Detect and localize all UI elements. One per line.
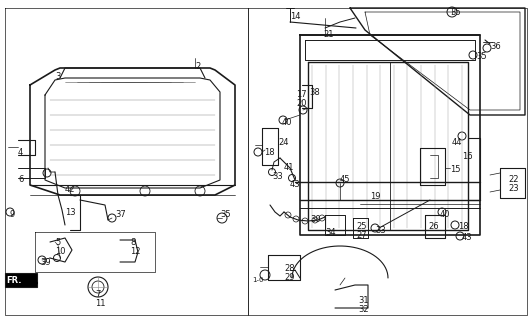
Text: 3: 3 [55,72,60,81]
Text: 9: 9 [10,210,15,219]
Text: 16: 16 [462,152,472,161]
Text: 23: 23 [508,184,519,193]
Text: 30: 30 [310,215,321,224]
Text: 1-0: 1-0 [252,277,264,283]
Text: 25: 25 [356,222,367,231]
Text: 38: 38 [309,88,320,97]
Text: 24: 24 [278,138,288,147]
Text: 34: 34 [325,228,336,237]
Bar [5,273,37,287]
Text: 6: 6 [18,175,23,184]
Text: 22: 22 [508,175,519,184]
Text: 43: 43 [462,233,472,242]
Text: FR.: FR. [6,276,21,285]
Text: 33: 33 [272,172,282,181]
Text: 43: 43 [290,180,301,189]
Text: 2: 2 [195,62,200,71]
Text: 11: 11 [95,299,105,308]
Text: 26: 26 [428,222,438,231]
Text: 45: 45 [340,175,351,184]
Text: 35: 35 [220,210,231,219]
Text: 28: 28 [284,264,295,273]
Text: 35: 35 [476,52,487,61]
Text: 41: 41 [284,163,295,172]
Text: 15: 15 [450,165,461,174]
Text: 5: 5 [55,238,60,247]
Text: 21: 21 [323,30,334,39]
Text: 10: 10 [55,247,65,256]
Text: 40: 40 [282,118,293,127]
Text: 4: 4 [18,148,23,157]
Text: 29: 29 [284,273,295,282]
Text: 17: 17 [296,90,306,99]
Text: 42: 42 [65,185,76,194]
Text: 44: 44 [452,138,462,147]
Text: 13: 13 [65,208,76,217]
Text: 18: 18 [458,222,469,231]
Text: 14: 14 [290,12,301,21]
Text: 20: 20 [296,99,306,108]
Text: 35: 35 [450,8,461,17]
Text: 8: 8 [130,238,135,247]
Text: 27: 27 [356,231,367,240]
Text: 7: 7 [95,290,101,299]
Text: 18: 18 [264,148,275,157]
Text: 33: 33 [375,226,386,235]
Text: 40: 40 [440,210,451,219]
Text: 32: 32 [358,305,369,314]
Text: 37: 37 [115,210,126,219]
Text: 36: 36 [490,42,501,51]
Text: 12: 12 [130,247,140,256]
Text: 19: 19 [370,192,380,201]
Text: 31: 31 [358,296,369,305]
Text: 39: 39 [40,258,51,267]
